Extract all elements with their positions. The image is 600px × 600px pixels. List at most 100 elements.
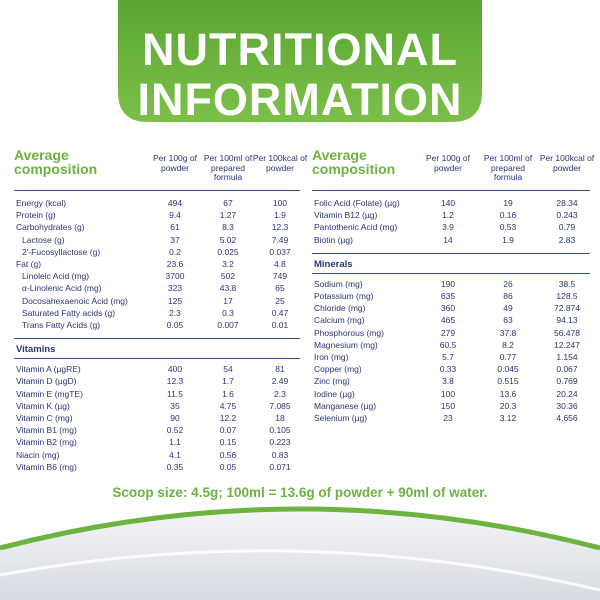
row-value: 38.5 bbox=[558, 278, 576, 289]
row-value: 13.6 bbox=[499, 388, 517, 399]
row-label: 2'-Fucosyllactose (g) bbox=[22, 246, 101, 257]
row-value: 8.3 bbox=[222, 222, 234, 233]
table-heading: Average composition bbox=[14, 147, 98, 177]
header-rule bbox=[312, 190, 590, 191]
row-value: 360 bbox=[440, 303, 456, 314]
row-value: 100 bbox=[272, 198, 288, 208]
row-value: 0.77 bbox=[499, 352, 517, 362]
row-value: 0.53 bbox=[499, 222, 517, 233]
row-value: 9.4 bbox=[169, 210, 181, 221]
row-value: 140 bbox=[440, 198, 456, 208]
row-label: Pantothenic Acid (mg) bbox=[314, 222, 398, 233]
row-value: 12.247 bbox=[554, 339, 580, 350]
row-value: 4.8 bbox=[274, 259, 286, 269]
title-line: NUTRITIONAL bbox=[142, 24, 458, 75]
row-value: 8.2 bbox=[502, 339, 514, 350]
row-value: 125 bbox=[167, 295, 183, 306]
row-value: 3.2 bbox=[222, 259, 234, 269]
row-value: 3700 bbox=[165, 271, 185, 282]
row-value: 12.2 bbox=[219, 413, 237, 423]
row-value: 17 bbox=[223, 295, 233, 306]
row-label: Saturated Fatty acids (g) bbox=[22, 307, 116, 318]
row-label: Sodium (mg) bbox=[314, 278, 363, 289]
row-value: 12.3 bbox=[271, 222, 289, 233]
row-value: 1.6 bbox=[222, 388, 234, 399]
row-value: 37 bbox=[170, 234, 180, 245]
row-value: 4.1 bbox=[169, 449, 181, 460]
row-value: 0.025 bbox=[217, 246, 239, 257]
row-label: Potassium (mg) bbox=[314, 291, 374, 301]
row-value: 0.769 bbox=[556, 376, 578, 387]
row-value: 11.5 bbox=[167, 388, 183, 399]
row-label: Vitamin K (µg) bbox=[16, 400, 70, 411]
row-value: 2.49 bbox=[271, 376, 289, 387]
section-title: Minerals bbox=[314, 258, 353, 270]
row-value: 19 bbox=[503, 198, 513, 208]
column-header: Per 100g of powder bbox=[153, 153, 197, 173]
row-value: 0.07 bbox=[219, 425, 237, 436]
row-value: 0.105 bbox=[269, 425, 291, 436]
row-value: 1.2 bbox=[442, 210, 454, 221]
section-rule bbox=[14, 358, 300, 360]
row-value: 63 bbox=[503, 315, 513, 326]
row-value: 90 bbox=[170, 413, 180, 423]
row-value: 49 bbox=[503, 303, 513, 314]
row-value: 0.56 bbox=[219, 449, 237, 460]
row-value: 0.067 bbox=[556, 364, 578, 375]
row-value: 1.9 bbox=[274, 210, 286, 221]
row-value: 0.52 bbox=[166, 425, 184, 436]
row-value: 1.1 bbox=[169, 437, 181, 448]
row-label: Biotin (µg) bbox=[314, 234, 353, 245]
row-value: 23.6 bbox=[166, 259, 184, 269]
row-label: Manganese (µg) bbox=[314, 400, 377, 411]
row-value: 0.3 bbox=[222, 307, 234, 318]
row-label: Carbohydrates (g) bbox=[16, 222, 85, 233]
row-value: 0.071 bbox=[269, 461, 291, 472]
title-banner bbox=[118, 0, 482, 122]
row-label: Copper (mg) bbox=[314, 364, 362, 375]
row-value: 1.7 bbox=[222, 376, 234, 387]
row-value: 0.16 bbox=[499, 210, 517, 221]
row-value: 72.874 bbox=[554, 303, 580, 314]
section-rule bbox=[312, 272, 590, 274]
row-value: 28.34 bbox=[556, 198, 578, 208]
row-label: Selenium (µg) bbox=[314, 413, 368, 423]
row-value: 0.05 bbox=[219, 461, 237, 472]
row-value: 5.02 bbox=[219, 234, 237, 245]
row-value: 54 bbox=[223, 364, 233, 375]
column-header: Per 100g of powder bbox=[426, 153, 470, 173]
bottom-arc bbox=[0, 506, 600, 551]
row-value: 0.05 bbox=[166, 320, 184, 330]
row-value: 0.79 bbox=[558, 222, 576, 233]
row-value: 0.045 bbox=[497, 364, 519, 375]
row-value: 14 bbox=[443, 234, 453, 245]
row-value: 100 bbox=[440, 388, 456, 399]
row-value: 43.8 bbox=[219, 283, 237, 294]
row-value: 12.3 bbox=[166, 376, 184, 387]
row-label: Calcium (mg) bbox=[314, 315, 365, 326]
row-label: Niacin (mg) bbox=[16, 449, 60, 460]
row-value: 635 bbox=[440, 291, 456, 301]
row-value: 20.24 bbox=[556, 388, 578, 399]
row-value: 190 bbox=[440, 278, 456, 289]
row-value: 1.27 bbox=[219, 210, 237, 221]
row-label: Magnesium (mg) bbox=[314, 339, 378, 350]
row-value: 4.656 bbox=[556, 413, 578, 423]
column-header: Per 100ml of prepared formula bbox=[203, 153, 253, 182]
row-label: Chloride (mg) bbox=[314, 303, 366, 314]
row-value: 0.2 bbox=[169, 246, 181, 257]
row-label: Linoleic Acid (mg) bbox=[22, 271, 90, 282]
column-header: Per 100ml of prepared formula bbox=[483, 153, 533, 182]
row-label: Vitamin C (mg) bbox=[16, 413, 73, 423]
row-value: 465 bbox=[440, 315, 456, 326]
column-header: Per 100kcal of powder bbox=[252, 153, 308, 173]
row-label: Vitamin D (µgD) bbox=[16, 376, 77, 387]
row-label: Vitamin B12 (µg) bbox=[314, 210, 378, 221]
row-value: 94.13 bbox=[556, 315, 578, 326]
row-value: 1.154 bbox=[556, 352, 578, 362]
row-value: 56.478 bbox=[554, 327, 580, 338]
section-rule bbox=[14, 338, 300, 340]
row-value: 0.223 bbox=[269, 437, 291, 448]
row-value: 81 bbox=[275, 364, 285, 375]
